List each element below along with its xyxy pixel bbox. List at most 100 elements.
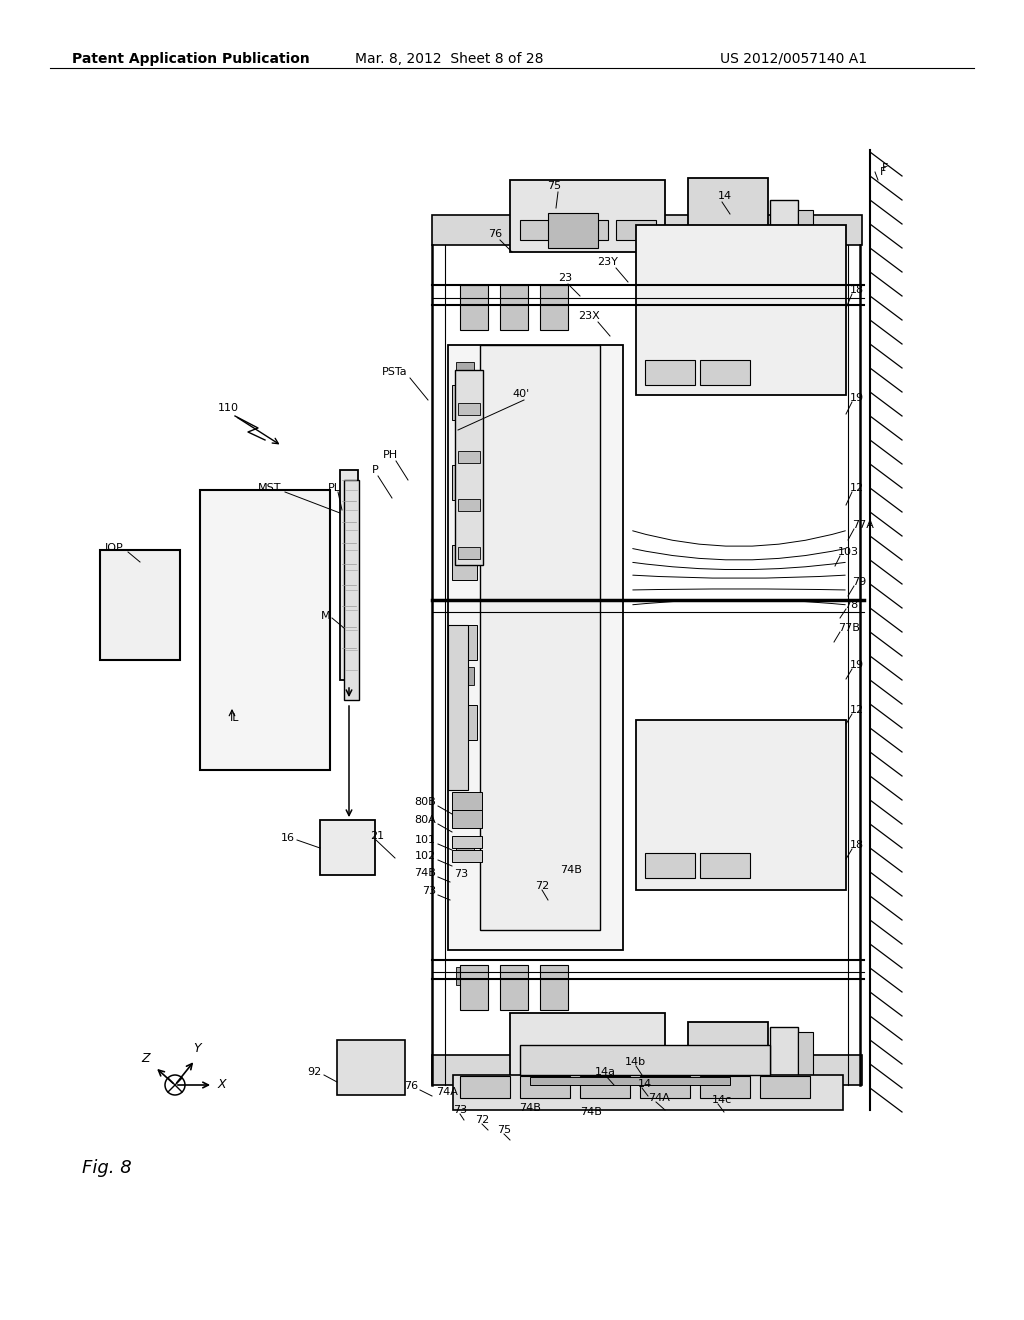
Text: 76: 76: [403, 1081, 418, 1092]
Text: 101: 101: [415, 836, 436, 845]
Text: 12: 12: [850, 705, 864, 715]
Text: US 2012/0057140 A1: US 2012/0057140 A1: [720, 51, 867, 66]
Bar: [520, 1045, 770, 1074]
Bar: [540, 965, 568, 1010]
Bar: [452, 545, 477, 579]
Text: 74A: 74A: [648, 1093, 670, 1104]
Text: 72: 72: [475, 1115, 489, 1125]
Text: 12: 12: [850, 483, 864, 492]
Text: 74B: 74B: [519, 1104, 541, 1113]
Text: 75: 75: [547, 181, 561, 191]
Bar: [460, 1076, 510, 1098]
Text: 19: 19: [850, 393, 864, 403]
Bar: [510, 180, 665, 252]
Text: IL: IL: [230, 713, 240, 723]
Text: 73: 73: [422, 886, 436, 896]
Text: Patent Application Publication: Patent Application Publication: [72, 51, 309, 66]
Bar: [568, 1078, 608, 1098]
Text: Fig. 8: Fig. 8: [82, 1159, 132, 1177]
Text: 103: 103: [838, 546, 859, 557]
Bar: [700, 853, 750, 878]
Bar: [340, 470, 358, 680]
Text: 77A: 77A: [852, 520, 873, 531]
Bar: [460, 285, 488, 330]
Bar: [458, 546, 480, 558]
Bar: [456, 842, 474, 861]
Text: 75: 75: [497, 1125, 511, 1135]
Bar: [636, 224, 846, 395]
Bar: [458, 403, 480, 414]
Bar: [449, 345, 623, 950]
Bar: [548, 1055, 598, 1090]
Text: MST: MST: [258, 483, 282, 492]
Bar: [200, 490, 330, 770]
Bar: [645, 360, 695, 385]
Bar: [636, 719, 846, 890]
Bar: [520, 220, 560, 240]
Bar: [548, 213, 598, 248]
Bar: [500, 965, 528, 1010]
Text: 92: 92: [308, 1067, 322, 1077]
Bar: [452, 705, 477, 741]
Text: 73: 73: [454, 869, 468, 879]
Bar: [580, 1076, 630, 1098]
Bar: [480, 345, 600, 931]
Bar: [337, 1040, 406, 1096]
Bar: [798, 1032, 813, 1080]
Bar: [432, 215, 862, 246]
Text: 23X: 23X: [578, 312, 600, 321]
Text: X: X: [218, 1078, 226, 1092]
Bar: [568, 220, 608, 240]
Bar: [770, 1027, 798, 1082]
Text: PSTa: PSTa: [382, 367, 408, 378]
Text: 16: 16: [281, 833, 295, 843]
Text: 40': 40': [512, 389, 529, 399]
Text: 14: 14: [638, 1078, 652, 1089]
Bar: [453, 1074, 843, 1110]
Bar: [500, 285, 528, 330]
Text: 102: 102: [415, 851, 436, 861]
Bar: [510, 1012, 665, 1085]
Bar: [456, 362, 474, 380]
Text: 74B: 74B: [580, 1107, 602, 1117]
Bar: [452, 385, 477, 420]
Bar: [452, 836, 482, 847]
Text: PH: PH: [383, 450, 398, 459]
Bar: [770, 201, 798, 255]
Text: 76: 76: [488, 228, 502, 239]
Text: 80B: 80B: [415, 797, 436, 807]
Text: 74B: 74B: [414, 869, 436, 878]
Bar: [452, 850, 482, 862]
Text: 72: 72: [535, 880, 549, 891]
Bar: [616, 220, 656, 240]
Bar: [520, 1076, 570, 1098]
Text: 79: 79: [852, 577, 866, 587]
Bar: [319, 820, 375, 875]
Bar: [616, 1078, 656, 1098]
Bar: [452, 810, 482, 828]
Bar: [455, 370, 483, 565]
Text: 21: 21: [370, 832, 384, 841]
Bar: [344, 480, 359, 700]
Bar: [458, 499, 480, 511]
Text: 23: 23: [558, 273, 572, 282]
Bar: [456, 968, 474, 985]
Bar: [688, 1022, 768, 1086]
Text: 14c: 14c: [712, 1096, 732, 1105]
Text: 14b: 14b: [625, 1057, 646, 1067]
Bar: [760, 1076, 810, 1098]
Bar: [688, 178, 768, 248]
Text: Y: Y: [194, 1041, 201, 1055]
Bar: [452, 792, 482, 810]
Text: 14a: 14a: [595, 1067, 616, 1077]
Bar: [100, 550, 180, 660]
Bar: [700, 1076, 750, 1098]
Text: Z: Z: [141, 1052, 150, 1065]
Bar: [640, 1076, 690, 1098]
Bar: [452, 465, 477, 500]
Text: 23Y: 23Y: [597, 257, 617, 267]
Bar: [540, 285, 568, 330]
Text: 74A: 74A: [436, 1086, 458, 1097]
Text: M: M: [321, 611, 330, 620]
Bar: [645, 853, 695, 878]
